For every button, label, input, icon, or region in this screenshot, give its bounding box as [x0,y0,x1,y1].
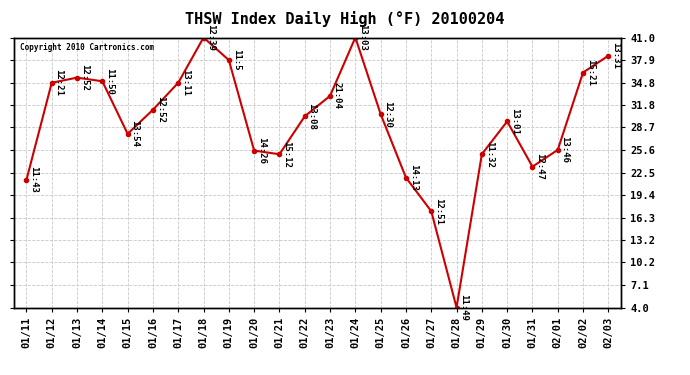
Text: 12:39: 12:39 [206,24,215,51]
Text: 21:04: 21:04 [333,82,342,110]
Text: 13:54: 13:54 [130,120,139,147]
Text: THSW Index Daily High (°F) 20100204: THSW Index Daily High (°F) 20100204 [186,11,504,27]
Text: Copyright 2010 Cartronics.com: Copyright 2010 Cartronics.com [20,43,154,52]
Text: 12:52: 12:52 [80,64,89,91]
Text: 14:26: 14:26 [257,137,266,164]
Text: 11:43: 11:43 [29,166,38,193]
Text: 13:46: 13:46 [560,136,569,164]
Text: 15:12: 15:12 [282,141,291,168]
Text: 11:5: 11:5 [232,50,241,71]
Text: 11:32: 11:32 [484,141,493,168]
Text: 13:31: 13:31 [611,42,620,69]
Text: 13:11: 13:11 [181,69,190,96]
Text: 12:47: 12:47 [535,153,544,180]
Text: 13:03: 13:03 [358,24,367,51]
Text: 14:13: 14:13 [408,164,417,191]
Text: 12:21: 12:21 [55,69,63,96]
Text: 12:51: 12:51 [434,198,443,225]
Text: 11:49: 11:49 [460,294,469,321]
Text: 13:08: 13:08 [308,103,317,130]
Text: 13:01: 13:01 [510,108,519,135]
Text: 12:52: 12:52 [156,96,165,123]
Text: 11:50: 11:50 [105,68,114,95]
Text: 15:21: 15:21 [586,59,595,86]
Text: 12:30: 12:30 [384,100,393,128]
